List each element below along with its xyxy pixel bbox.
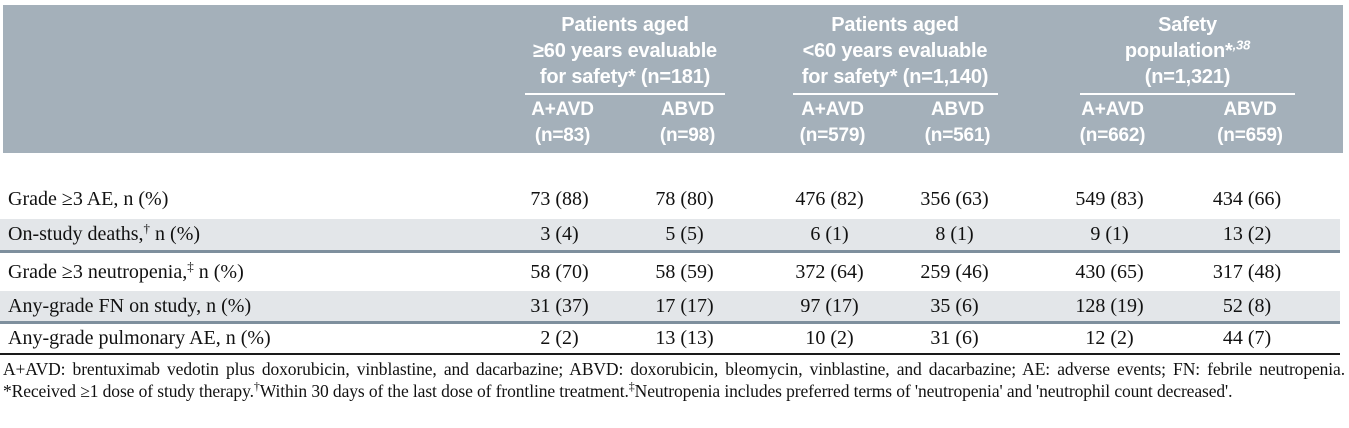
group-title-line: Patients aged [561, 14, 689, 36]
cell-value: 31 (37) [530, 294, 589, 317]
group-title: Patients aged <60 years evaluable for sa… [770, 12, 1020, 90]
footnote: A+AVD: brentuximab vedotin plus doxorubi… [3, 358, 1345, 402]
subcolumn-drug: A+AVD [801, 99, 864, 120]
table-row-any-grade-fn: Any-grade FN on study, n (%) 31 (37) 17 … [0, 291, 1340, 324]
cell-value: 2 (2) [540, 327, 579, 349]
subcolumn-drug: A+AVD [1081, 99, 1144, 120]
header-underline [1080, 93, 1295, 95]
column-group-aged-60-plus: Patients aged ≥60 years evaluable for sa… [500, 5, 750, 153]
cell-value: 31 (6) [930, 327, 979, 349]
cell-value: 3 (4) [540, 223, 579, 245]
cell-value: 13 (2) [1222, 223, 1272, 245]
subcolumn-n: (n=659) [1217, 125, 1283, 146]
subcolumn-row: A+AVD (n=83) ABVD (n=98) [500, 97, 750, 149]
group-title-line: Safety [1158, 14, 1217, 36]
group-title-line: population*,38 [1124, 37, 1251, 62]
footnote-text: Within 30 days of the last dose of front… [259, 381, 629, 401]
cell-value: 35 (6) [930, 294, 979, 317]
cell-value: 8 (1) [935, 223, 974, 245]
cell-value: 58 (70) [530, 260, 589, 283]
cell-value: 356 (63) [920, 188, 989, 210]
subcolumn-abvd: ABVD (n=659) [1175, 97, 1325, 149]
group-title-line: <60 years evaluable [802, 40, 988, 62]
double-dagger-marker: ‡ [628, 379, 635, 394]
cell-value: 17 (17) [655, 294, 714, 317]
group-title-line: for safety* (n=181) [539, 66, 711, 88]
subcolumn-row: A+AVD (n=579) ABVD (n=561) [770, 97, 1020, 149]
group-title-line: (n=1,321) [1144, 66, 1231, 88]
header-body-gap [0, 153, 1340, 180]
cell-value: 434 (66) [1212, 188, 1282, 210]
group-title-line: ≥60 years evaluable [533, 40, 717, 62]
cell-value: 549 (83) [1075, 188, 1144, 210]
subcolumn-n: (n=662) [1079, 125, 1146, 146]
subcolumn-abvd: ABVD (n=561) [895, 97, 1020, 149]
cell-value: 52 (8) [1222, 294, 1272, 317]
footnote-marker: ‡ [187, 257, 194, 273]
cell-value: 9 (1) [1090, 223, 1129, 245]
cell-value: 5 (5) [665, 223, 704, 245]
column-group-safety-population: Safety population*,38 (n=1,321) A+AVD (n… [1050, 5, 1325, 153]
subcolumn-drug: ABVD [930, 99, 985, 120]
column-group-aged-under-60: Patients aged <60 years evaluable for sa… [770, 5, 1020, 153]
footnote-marker: † [143, 220, 151, 236]
reference-superscript: ,38 [1232, 37, 1251, 53]
group-title: Patients aged ≥60 years evaluable for sa… [500, 12, 750, 90]
table-row-grade3-ae: Grade ≥3 AE, n (%) 73 (88) 78 (80) 476 (… [0, 180, 1340, 219]
cell-value: 73 (88) [530, 188, 589, 210]
subcolumn-aavd: A+AVD (n=83) [500, 97, 625, 149]
subcolumn-row: A+AVD (n=662) ABVD (n=659) [1050, 97, 1325, 149]
dagger-marker: † [253, 379, 260, 394]
cell-value: 44 (7) [1222, 327, 1272, 349]
cell-value: 317 (48) [1212, 260, 1282, 283]
group-title-line: Patients aged [831, 14, 959, 36]
subcolumn-n: (n=579) [799, 125, 866, 146]
subcolumn-drug: ABVD [1223, 99, 1277, 120]
footnote-text: A+AVD: brentuximab vedotin plus doxorubi… [3, 359, 1345, 401]
subcolumn-abvd: ABVD (n=98) [625, 97, 750, 149]
subcolumn-aavd: A+AVD (n=662) [1050, 97, 1175, 149]
subcolumn-n: (n=561) [924, 125, 991, 146]
cell-value: 476 (82) [795, 188, 864, 210]
cell-value: 6 (1) [810, 223, 849, 245]
subcolumn-drug: ABVD [660, 99, 715, 120]
cell-value: 259 (46) [920, 260, 989, 283]
cell-value: 58 (59) [655, 260, 714, 283]
cell-value: 128 (19) [1075, 294, 1144, 317]
table-row-grade3-neutropenia: Grade ≥3 neutropenia,‡ n (%) 58 (70) 58 … [0, 253, 1340, 291]
group-title-line: for safety* (n=1,140) [801, 66, 989, 88]
group-title: Safety population*,38 (n=1,321) [1050, 12, 1325, 90]
row-label: Any-grade FN on study, n (%) [8, 294, 252, 317]
table-row-on-study-deaths: On-study deaths,† n (%) 3 (4) 5 (5) 6 (1… [0, 219, 1340, 253]
footnote-text: Neutropenia includes preferred terms of … [634, 381, 1233, 401]
row-label: On-study deaths,† n (%) [8, 220, 201, 245]
table-body: Grade ≥3 AE, n (%) 73 (88) 78 (80) 476 (… [0, 153, 1340, 355]
cell-value: 78 (80) [655, 188, 714, 210]
header-underline [792, 93, 998, 95]
cell-value: 13 (13) [655, 327, 714, 349]
cell-value: 97 (17) [800, 294, 859, 317]
row-label: Grade ≥3 neutropenia,‡ n (%) [8, 257, 244, 283]
table-row-any-grade-pulmonary-ae: Any-grade pulmonary AE, n (%) 2 (2) 13 (… [0, 324, 1340, 355]
subcolumn-n: (n=83) [534, 125, 591, 146]
table-header: Patients aged ≥60 years evaluable for sa… [3, 5, 1343, 153]
subcolumn-drug: A+AVD [531, 99, 594, 120]
cell-value: 430 (65) [1075, 260, 1144, 283]
cell-value: 12 (2) [1085, 327, 1134, 349]
cell-value: 10 (2) [805, 327, 854, 349]
cell-value: 372 (64) [795, 260, 864, 283]
row-label: Any-grade pulmonary AE, n (%) [8, 327, 271, 349]
subcolumn-n: (n=98) [659, 125, 716, 146]
subcolumn-aavd: A+AVD (n=579) [770, 97, 895, 149]
row-label: Grade ≥3 AE, n (%) [8, 188, 169, 210]
header-underline [525, 93, 725, 95]
